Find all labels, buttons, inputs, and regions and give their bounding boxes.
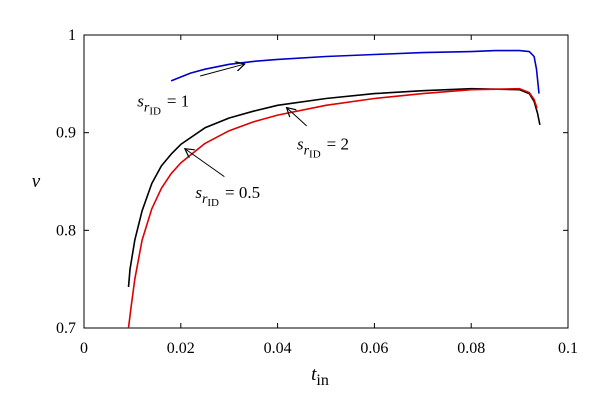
annotation-subsub: ID bbox=[309, 148, 321, 160]
annotation-sub: r bbox=[304, 143, 310, 158]
y-tick-label: 0.7 bbox=[56, 320, 76, 337]
annotation-value: = 0.5 bbox=[225, 183, 260, 202]
y-tick-label: 0.8 bbox=[56, 222, 76, 239]
y-tick-label: 0.9 bbox=[56, 125, 76, 142]
plot-frame bbox=[83, 34, 569, 329]
x-tick-label: 0.1 bbox=[558, 340, 578, 357]
annotation-label: srID = 0.5 bbox=[195, 183, 260, 209]
annotation-sub: r bbox=[202, 192, 208, 207]
annotation-base: s bbox=[195, 183, 202, 202]
x-axis-label-main: t bbox=[311, 364, 317, 385]
annotation-label: srID = 2 bbox=[297, 134, 349, 160]
x-tick-label: 0.06 bbox=[360, 340, 388, 357]
x-tick-label: 0.02 bbox=[167, 340, 195, 357]
annotation-arrow bbox=[287, 108, 307, 127]
x-tick-label: 0.08 bbox=[457, 340, 485, 357]
y-tick-label: 1 bbox=[68, 27, 76, 44]
annotation-sub: r bbox=[144, 100, 150, 115]
annotation-base: s bbox=[137, 91, 144, 110]
annotation-arrow bbox=[186, 149, 225, 178]
x-tick-label: 0 bbox=[80, 340, 88, 357]
x-axis-label: tin bbox=[311, 364, 329, 389]
series-line-3 bbox=[127, 87, 538, 329]
annotation-subsub: ID bbox=[149, 105, 161, 117]
series-layer bbox=[127, 49, 541, 329]
annotation-base: s bbox=[297, 134, 304, 153]
annotation-subsub: ID bbox=[207, 197, 219, 209]
annotation-value: = 2 bbox=[327, 134, 349, 153]
annotation-arrow bbox=[200, 64, 244, 77]
annotation-label: srID = 1 bbox=[137, 91, 189, 117]
axis-ticks: 0 0.02 0.04 0.06 0.08 0.1 0.7 0.8 0.9 1 bbox=[56, 27, 578, 357]
series-line-1 bbox=[170, 49, 540, 94]
x-axis-label-subscript: in bbox=[316, 372, 328, 389]
y-axis-label: ν bbox=[32, 171, 41, 192]
series-line-2 bbox=[127, 87, 541, 288]
annotation-value: = 1 bbox=[167, 91, 189, 110]
x-tick-label: 0.04 bbox=[264, 340, 292, 357]
